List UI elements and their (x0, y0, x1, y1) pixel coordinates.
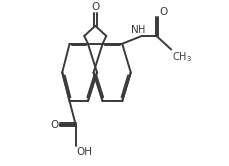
Text: CH$_3$: CH$_3$ (172, 50, 192, 64)
Text: H: H (138, 25, 145, 35)
Text: O: O (159, 6, 167, 17)
Text: N: N (131, 25, 138, 35)
Text: O: O (51, 120, 59, 130)
Text: OH: OH (76, 147, 93, 157)
Text: O: O (91, 2, 99, 12)
